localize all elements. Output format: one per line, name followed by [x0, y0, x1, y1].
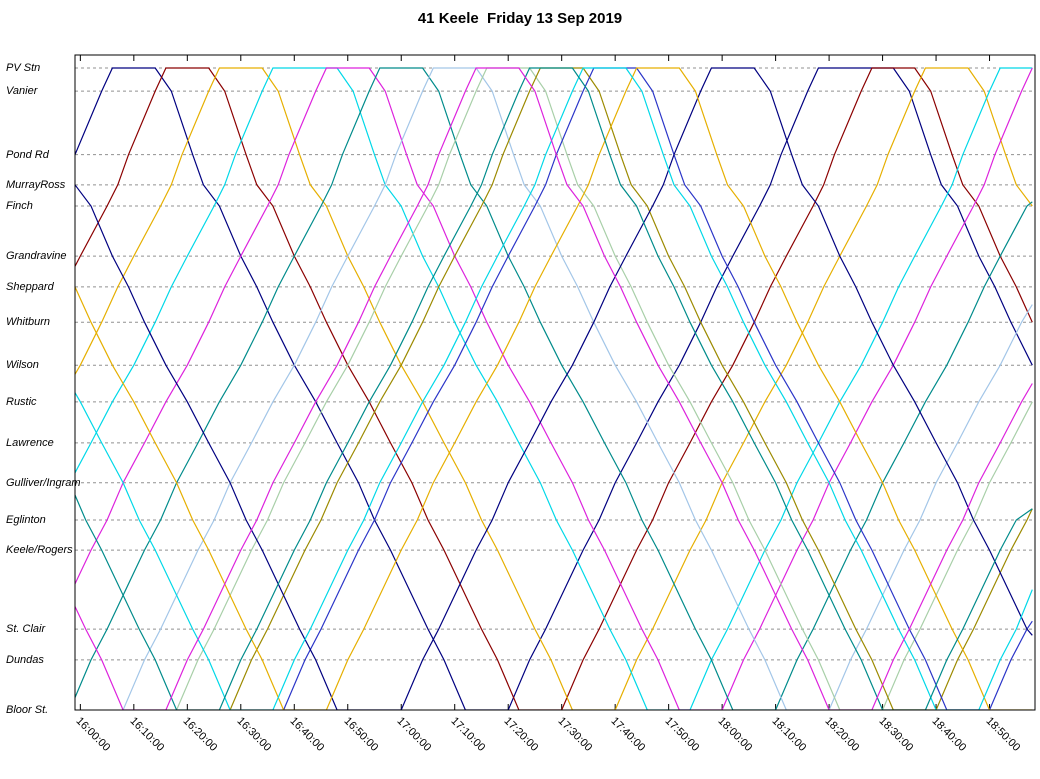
station-label: Bloor St.: [6, 704, 49, 716]
station-label: Pond Rd: [6, 148, 49, 161]
trip-line: [75, 67, 1033, 710]
station-label: Eglinton: [6, 513, 46, 526]
plot-border: [74, 54, 1036, 711]
station-label: Finch: [6, 200, 33, 213]
chart-title: 41 Keele Friday 13 Sep 2019: [417, 10, 623, 27]
station-label: St. Clair: [6, 623, 46, 636]
station-label: Whitburn: [6, 316, 51, 329]
station-label: Lawrence: [6, 436, 54, 449]
trip-line: [75, 67, 1033, 710]
trip-line: [283, 67, 1033, 710]
trip-line: [176, 67, 1033, 710]
trip-line: [229, 67, 1033, 710]
station-label: Wilson: [6, 359, 39, 372]
trip-line: [75, 67, 1033, 710]
trip-line: [75, 67, 1033, 710]
station-label: Rustic: [6, 395, 37, 408]
station-label: Sheppard: [6, 280, 54, 293]
station-label: PV Stn: [6, 62, 41, 74]
trip-line: [122, 67, 1033, 710]
trip-line: [75, 67, 1033, 710]
trip-line: [75, 67, 1033, 710]
trip-line: [75, 67, 1033, 710]
trip-line: [75, 67, 1033, 710]
trip-line: [75, 67, 1033, 710]
station-label: Keele/Rogers: [6, 544, 73, 557]
station-label: MurrayRoss: [6, 178, 66, 191]
station-label: Gulliver/Ingram: [6, 476, 81, 489]
trip-line: [75, 67, 1033, 710]
station-label: Grandravine: [6, 250, 67, 263]
trip-line: [75, 67, 1033, 710]
station-label: Dundas: [6, 653, 44, 666]
station-label: Vanier: [6, 85, 38, 98]
